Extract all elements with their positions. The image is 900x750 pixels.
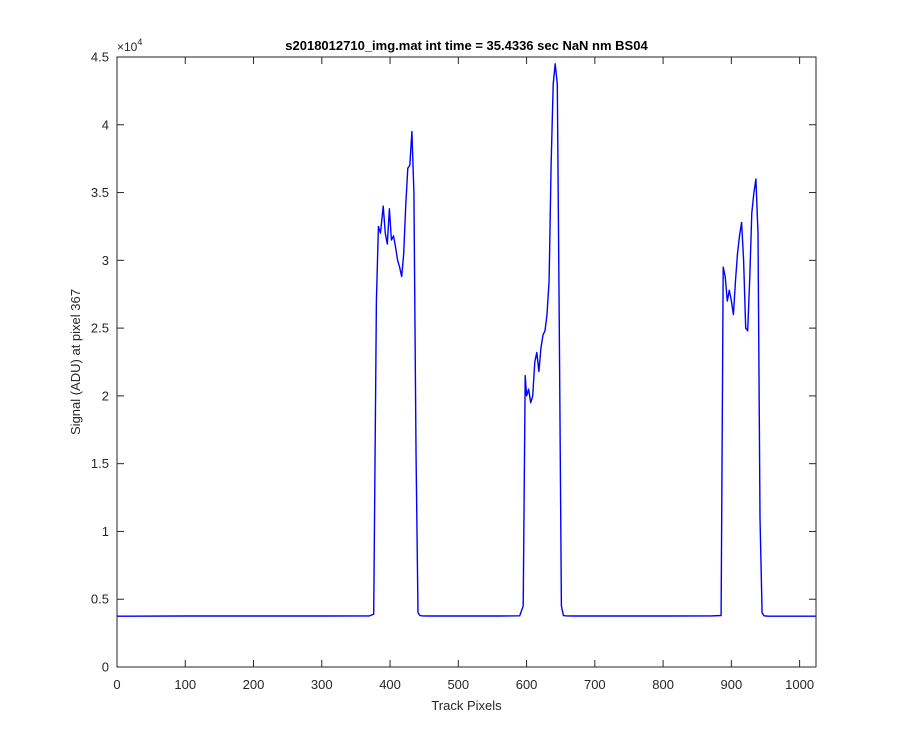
y-tick-label-0: 0 [102,660,109,675]
y-axis-title: Signal (ADU) at pixel 367 [68,289,83,435]
y-exponent-power: 4 [137,37,142,47]
y-exponent-label: ×104 [117,37,142,54]
x-tick-label-8: 800 [652,677,674,692]
y-tick-label-7: 3.5 [91,185,109,200]
x-tick-label-2: 200 [243,677,265,692]
x-tick-label-5: 500 [447,677,469,692]
x-axis-title: Track Pixels [431,698,502,713]
tick-labels: 0 100 200 300 400 500 600 700 800 900 1000 0 0.5 1 1.5… [91,50,814,693]
x-tick-label-4: 400 [379,677,401,692]
y-tick-label-6: 3 [102,253,109,268]
y-tick-label-4: 2 [102,388,109,403]
y-tick-label-1: 0.5 [91,592,109,607]
y-tick-label-3: 1.5 [91,456,109,471]
y-tick-label-9: 4.5 [91,50,109,65]
axis-ticks [116,56,816,668]
x-tick-label-7: 700 [584,677,606,692]
signal-line [116,63,816,617]
y-tick-label-8: 4 [102,117,109,132]
x-tick-label-3: 300 [311,677,333,692]
x-tick-label-6: 600 [516,677,538,692]
x-tick-label-9: 900 [721,677,743,692]
y-exponent-base: ×10 [117,40,138,54]
y-tick-label-5: 2.5 [91,321,109,336]
plot-area [117,57,816,667]
chart-title: s2018012710_img.mat int time = 35.4336 s… [285,38,648,53]
y-tick-label-2: 1 [102,524,109,539]
plot-frame [116,56,817,668]
x-tick-label-0: 0 [113,677,120,692]
x-tick-label-1: 100 [174,677,196,692]
x-tick-label-10: 1000 [785,677,814,692]
